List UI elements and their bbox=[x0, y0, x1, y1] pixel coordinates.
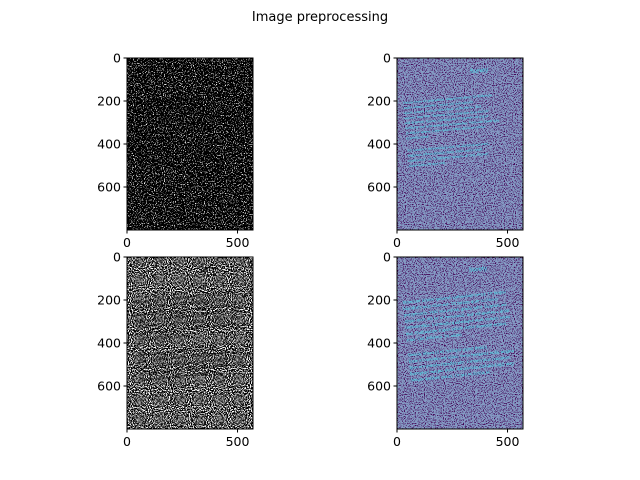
y-tick-label: 400 bbox=[367, 137, 391, 152]
y-tick-label: 600 bbox=[367, 379, 391, 394]
x-tick-label: 500 bbox=[226, 434, 250, 449]
image-noise bbox=[397, 257, 523, 429]
y-tick-label: 0 bbox=[113, 51, 121, 66]
y-tick-label: 400 bbox=[367, 336, 391, 351]
x-tick-label: 0 bbox=[123, 434, 131, 449]
x-tick-label: 500 bbox=[226, 235, 250, 250]
y-tick-label: 200 bbox=[367, 94, 391, 109]
image-noise bbox=[127, 257, 253, 429]
y-tick-label: 600 bbox=[97, 180, 121, 195]
x-tick-label: 500 bbox=[496, 434, 520, 449]
x-tick-label: 0 bbox=[393, 434, 401, 449]
y-tick-label: 600 bbox=[367, 180, 391, 195]
x-tick-label: 0 bbox=[393, 235, 401, 250]
y-tick-label: 600 bbox=[97, 379, 121, 394]
y-tick-label: 0 bbox=[113, 250, 121, 265]
x-tick-label: 500 bbox=[496, 235, 520, 250]
y-tick-label: 400 bbox=[97, 336, 121, 351]
y-tick-label: 400 bbox=[97, 137, 121, 152]
y-tick-label: 200 bbox=[367, 293, 391, 308]
figure-title: Image preprocessing bbox=[252, 10, 388, 25]
y-tick-label: 200 bbox=[97, 293, 121, 308]
x-tick-label: 0 bbox=[123, 235, 131, 250]
y-tick-label: 0 bbox=[383, 51, 391, 66]
y-tick-label: 200 bbox=[97, 94, 121, 109]
y-tick-label: 0 bbox=[383, 250, 391, 265]
